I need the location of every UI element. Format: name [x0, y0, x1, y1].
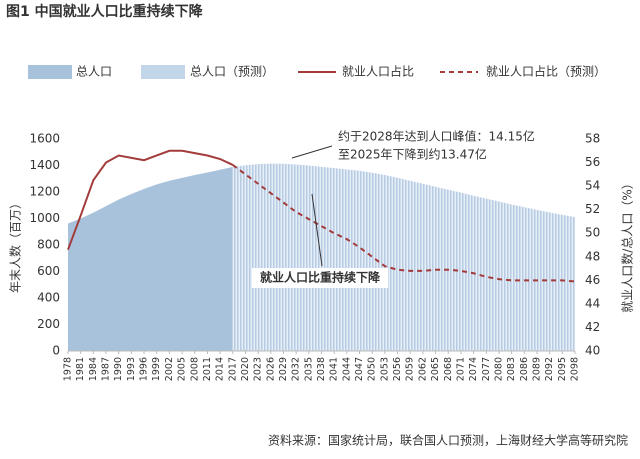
source-note: 资料来源：国家统计局，联合国人口预测，上海财经大学高等研究院	[268, 433, 628, 448]
y-tick-label: 800	[37, 238, 60, 252]
x-tick-label: 2062	[417, 357, 428, 381]
x-tick-label: 2071	[455, 357, 466, 381]
x-tick-label: 2098	[570, 357, 581, 381]
y2-tick-label: 56	[585, 155, 600, 169]
y2-tick-label: 54	[585, 179, 600, 193]
x-tick-label: 2080	[493, 357, 504, 381]
x-tick-label: 2068	[443, 357, 454, 381]
legend-label: 总人口（预测）	[190, 65, 274, 79]
x-tick-label: 2095	[557, 357, 568, 381]
y2-tick-label: 50	[585, 226, 600, 240]
area	[232, 163, 575, 351]
legend-label: 总人口	[76, 65, 112, 79]
line	[232, 164, 576, 283]
y2-tick-label: 48	[585, 249, 600, 263]
annotation: 至2025年下降到约13.47亿	[338, 147, 487, 162]
legend-swatch	[141, 65, 185, 79]
y2-tick-label: 52	[585, 202, 600, 216]
plot-area	[67, 149, 576, 351]
chart-title: 图1 中国就业人口比重持续下降	[6, 3, 204, 20]
annotation-arrow	[291, 145, 333, 159]
legend-label: 就业人口占比	[342, 64, 414, 79]
x-tick-label: 2026	[265, 357, 276, 381]
x-tick-label: 2044	[341, 357, 352, 381]
y-axis-label: 年末人数（百万）	[8, 197, 23, 293]
x-tick-label: 2047	[354, 357, 365, 381]
x-tick-label: 2017	[227, 357, 238, 381]
x-tick-label: 2056	[392, 357, 403, 381]
x-tick-label: 2029	[278, 357, 289, 381]
y-tick-label: 1200	[29, 185, 60, 199]
annotation: 就业人口比重持续下降	[260, 270, 381, 285]
y2-tick-label: 40	[585, 344, 600, 358]
y-tick-label: 0	[52, 344, 60, 358]
x-tick-label: 2074	[468, 357, 479, 381]
annotation: 约于2028年达到人口峰值：14.15亿	[338, 129, 535, 144]
x-tick-label: 2002	[164, 357, 175, 381]
y2-tick-label: 46	[585, 273, 600, 287]
x-tick-label: 1996	[139, 357, 150, 381]
x-tick-label: 2041	[329, 357, 340, 381]
y-tick-label: 200	[37, 317, 60, 331]
x-tick-label: 2032	[291, 357, 302, 381]
x-tick-label: 1990	[113, 357, 124, 381]
x-tick-label: 2050	[367, 357, 378, 381]
x-tick-label: 2053	[379, 357, 390, 381]
x-tick-label: 2059	[405, 357, 416, 381]
x-tick-label: 2014	[215, 357, 226, 381]
x-tick-label: 2065	[430, 357, 441, 381]
x-tick-label: 1999	[151, 357, 162, 381]
x-tick-label: 1978	[63, 357, 74, 381]
x-tick-label: 2086	[519, 357, 530, 381]
legend-label: 就业人口占比（预测）	[486, 64, 606, 79]
y2-axis-label: 就业人口数/总人口（%）	[620, 177, 635, 312]
x-tick-label: 2008	[189, 357, 200, 381]
x-tick-label: 2038	[316, 357, 327, 381]
y-tick-label: 1400	[29, 158, 60, 172]
x-tick-label: 2035	[303, 357, 314, 381]
y2-tick-label: 42	[585, 320, 600, 334]
y-tick-label: 600	[37, 264, 60, 278]
y-tick-label: 1000	[29, 211, 60, 225]
x-tick-label: 2023	[253, 357, 264, 381]
legend-swatch	[28, 65, 72, 79]
area	[68, 166, 233, 351]
x-tick-label: 1984	[88, 357, 99, 381]
x-tick-label: 2077	[481, 357, 492, 381]
x-tick-label: 2011	[202, 357, 213, 381]
x-tick-label: 1987	[101, 357, 112, 381]
annotation-box	[252, 268, 388, 288]
x-tick-label: 1981	[75, 357, 86, 381]
y2-tick-label: 44	[585, 296, 600, 310]
annotation-arrow	[311, 193, 323, 267]
x-tick-label: 2089	[531, 357, 542, 381]
y-tick-label: 400	[37, 291, 60, 305]
x-tick-label: 2005	[177, 357, 188, 381]
x-tick-label: 1993	[126, 357, 137, 381]
line	[67, 149, 234, 251]
y-tick-label: 1600	[29, 132, 60, 146]
x-tick-label: 2020	[240, 357, 251, 381]
y2-tick-label: 58	[585, 132, 600, 146]
x-tick-label: 2083	[506, 357, 517, 381]
x-tick-label: 2092	[544, 357, 555, 381]
